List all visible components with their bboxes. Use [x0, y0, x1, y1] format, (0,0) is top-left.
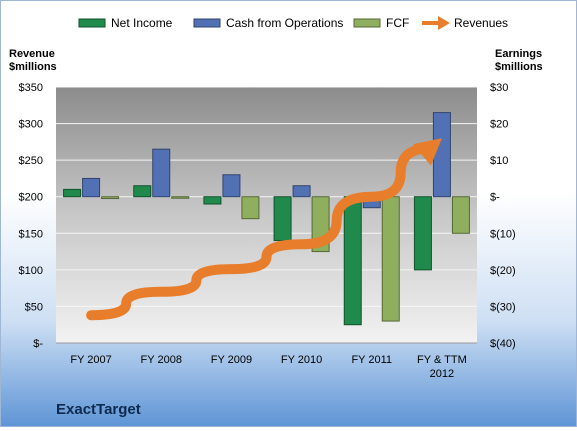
bar-fcf [171, 196, 190, 199]
legend-swatch [193, 18, 221, 28]
left-tick-label: $100 [19, 265, 43, 277]
bar-cash-from-operations [432, 112, 451, 198]
left-axis-title: Revenue [9, 48, 55, 60]
right-axis-title: $millions [495, 61, 543, 73]
left-tick-label: $200 [19, 192, 43, 204]
left-axis: $350 $300 $250 $200 $150 $100 $50 $- Revenue$mil… [9, 48, 57, 350]
right-axis: $30 $20 $10 $- $(10) $(20) $(30) $(40) Earnings$… [490, 48, 543, 350]
bar-net-income [273, 196, 292, 242]
x-axis: FY 2007 FY 2008 FY 2009 FY 2010 FY 2011 FY & … [70, 354, 466, 380]
left-axis-title: $millions [9, 61, 57, 73]
legend-arrowhead [438, 16, 450, 30]
right-tick-label: $(40) [490, 338, 516, 350]
bar-fcf [241, 196, 260, 220]
bar-net-income [133, 185, 152, 198]
x-tick-label: 2012 [430, 368, 454, 380]
left-tick-label: $350 [19, 82, 43, 94]
right-tick-label: $20 [490, 119, 508, 131]
bar-net-income [343, 196, 362, 326]
x-tick-label: FY 2007 [70, 354, 111, 366]
bar-fcf [451, 196, 470, 234]
legend-label: Net Income [111, 16, 173, 30]
bar-cash-from-operations [292, 185, 311, 198]
x-tick-label: FY 2008 [141, 354, 182, 366]
left-tick-label: $250 [19, 155, 43, 167]
bar-net-income [63, 188, 82, 198]
right-tick-label: $- [490, 192, 500, 204]
revenues-arrowhead [412, 138, 442, 166]
left-tick-label: $300 [19, 119, 43, 131]
bar-cash-from-operations [222, 174, 241, 198]
bar-fcf [101, 196, 120, 200]
legend-swatch [353, 18, 381, 28]
legend-label: FCF [386, 16, 409, 30]
legend: Net Income Cash from Operations FCF Revenue… [78, 16, 508, 30]
bar-net-income [413, 196, 432, 271]
x-tick-label: FY & TTM [417, 354, 467, 366]
right-tick-label: $30 [490, 82, 508, 94]
legend-label: Cash from Operations [226, 16, 343, 30]
left-tick-label: $50 [25, 301, 43, 313]
bar-cash-from-operations [152, 148, 171, 198]
left-tick-label: $- [33, 338, 43, 350]
right-tick-label: $(30) [490, 301, 516, 313]
right-tick-label: $(10) [490, 228, 516, 240]
right-axis-title: Earnings [495, 48, 542, 60]
legend-swatch [78, 18, 106, 28]
bar-net-income [203, 196, 222, 205]
left-tick-label: $150 [19, 228, 43, 240]
bar-fcf [381, 196, 400, 322]
x-tick-label: FY 2010 [281, 354, 322, 366]
x-tick-label: FY 2009 [211, 354, 252, 366]
company-label: ExactTarget [56, 401, 141, 418]
plot-area [56, 87, 477, 343]
right-tick-label: $(20) [490, 265, 516, 277]
bar-cash-from-operations [82, 177, 101, 198]
revenues-line [86, 143, 435, 321]
x-tick-label: FY 2011 [351, 354, 392, 366]
right-tick-label: $10 [490, 155, 508, 167]
revenue-arrow-group [86, 138, 442, 321]
legend-label: Revenues [454, 16, 508, 30]
bars-group [63, 112, 470, 326]
